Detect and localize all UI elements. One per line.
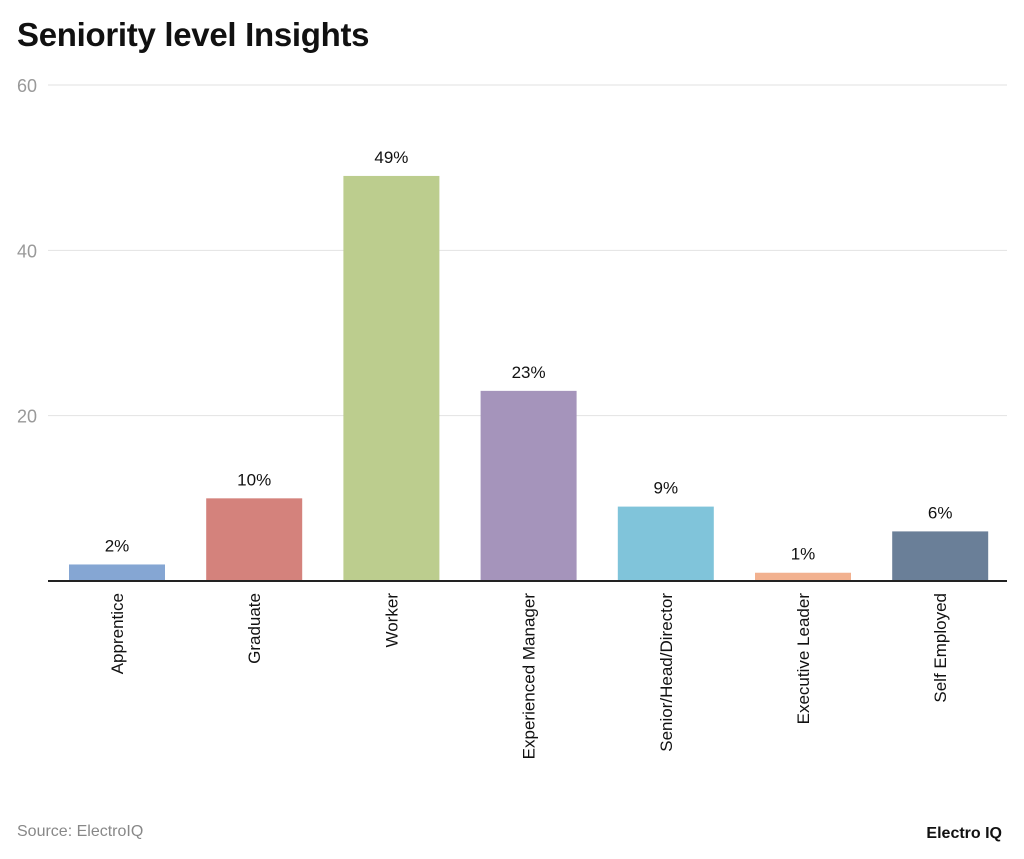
bar bbox=[755, 572, 851, 581]
x-tick-label: Worker bbox=[382, 593, 401, 648]
x-tick-label: Executive Leader bbox=[794, 593, 813, 725]
y-tick-label: 20 bbox=[17, 407, 37, 427]
data-label: 23% bbox=[512, 363, 546, 382]
bar bbox=[480, 390, 577, 581]
y-tick-label: 60 bbox=[17, 76, 37, 96]
x-tick-label: Graduate bbox=[245, 593, 264, 664]
source-note: Source: ElectroIQ bbox=[17, 823, 144, 840]
data-label: 9% bbox=[654, 479, 679, 498]
bar bbox=[206, 498, 303, 581]
bar bbox=[69, 564, 165, 581]
x-tick-label: Senior/Head/Director bbox=[657, 593, 676, 752]
data-label: 6% bbox=[928, 503, 953, 522]
x-tick-label: Self Employed bbox=[931, 593, 950, 703]
y-tick-label: 40 bbox=[17, 241, 37, 261]
chart-title: Seniority level Insights bbox=[17, 16, 370, 53]
data-label: 10% bbox=[237, 470, 271, 489]
bar bbox=[617, 506, 714, 581]
x-tick-label: Experienced Manager bbox=[520, 593, 539, 760]
bar bbox=[892, 531, 989, 581]
data-label: 49% bbox=[374, 148, 408, 167]
bar bbox=[343, 175, 440, 581]
data-label: 2% bbox=[105, 536, 130, 555]
brand-logo: Electro IQ bbox=[926, 825, 1002, 842]
x-tick-label: Apprentice bbox=[108, 593, 127, 674]
data-label: 1% bbox=[791, 545, 816, 564]
